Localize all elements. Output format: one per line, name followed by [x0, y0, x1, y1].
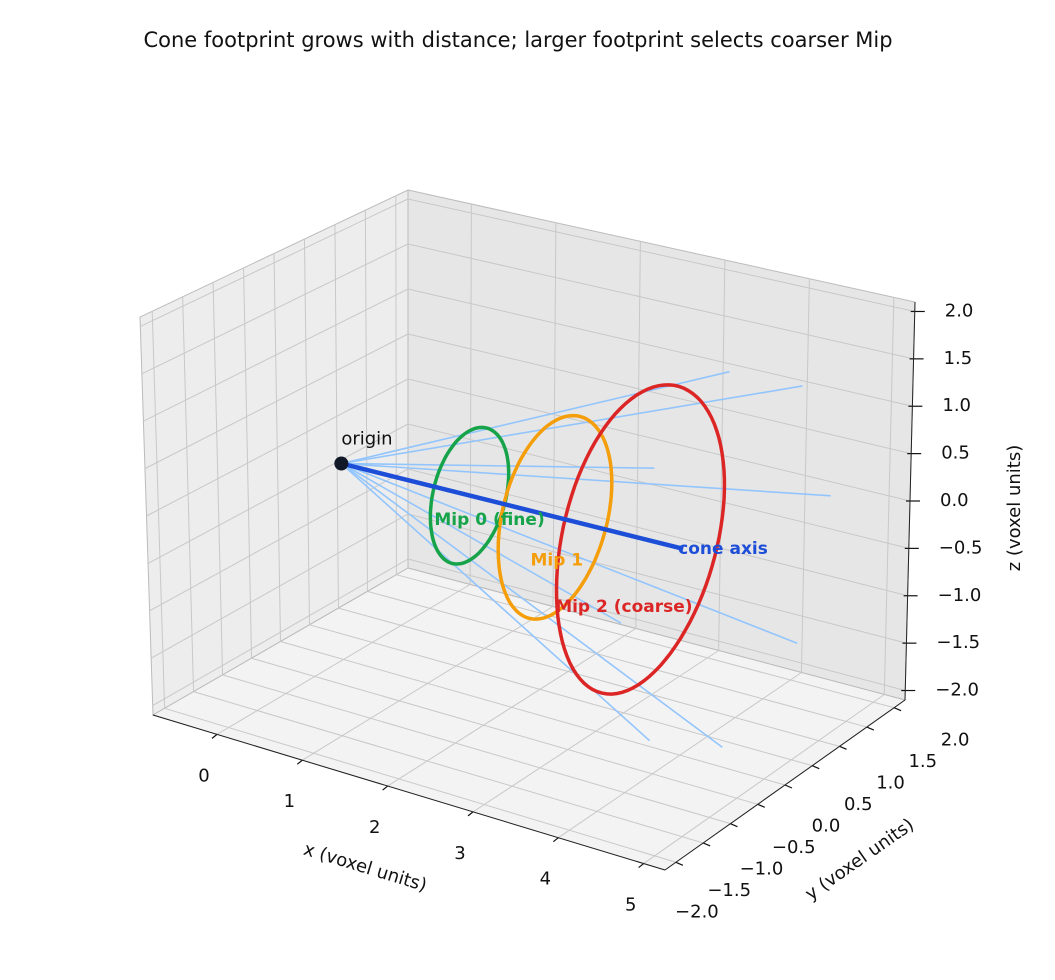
ray: [340, 462, 723, 748]
grid-line: [147, 423, 409, 564]
chart-title: Cone footprint grows with distance; larg…: [143, 28, 892, 52]
grid-line: [407, 243, 914, 360]
grid-line: [164, 707, 677, 863]
grid-line: [152, 558, 409, 706]
origin-point: [334, 456, 349, 471]
y-tick-label: 0.0: [812, 816, 841, 837]
grid-line: [193, 691, 704, 844]
axis-line: [664, 699, 906, 871]
y-tick-label: −2.0: [675, 901, 719, 922]
z-tick-label: −1.5: [936, 632, 980, 653]
axis-label: cone axis: [678, 539, 768, 559]
axis-line: [904, 301, 916, 701]
grid-line: [407, 378, 911, 502]
grid-line: [407, 198, 915, 312]
ring: [554, 383, 727, 696]
y-tick-label: −1.5: [707, 880, 751, 901]
x-tick: [467, 811, 474, 817]
grid-line: [407, 288, 913, 407]
ring-label: Mip 2 (coarse): [555, 597, 692, 617]
y-tick-label: 1.5: [908, 751, 937, 772]
grid-line: [144, 333, 409, 470]
grid-line: [280, 641, 786, 786]
x-tick-label: 5: [625, 895, 636, 916]
z-tick-label: 0.0: [940, 490, 969, 511]
grid-line: [146, 378, 409, 517]
origin-label: origin: [341, 429, 392, 450]
y-tick: [784, 784, 793, 789]
grid-line: [309, 624, 813, 767]
z-tick-label: 0.5: [941, 443, 970, 464]
x-tick-label: 1: [284, 791, 295, 812]
grid-line: [140, 198, 409, 327]
y-tick-label: 0.5: [844, 794, 873, 815]
z-tick-label: −2.0: [935, 680, 979, 701]
ring: [428, 425, 511, 566]
z-tick-label: 2.0: [945, 300, 974, 321]
x-tick-label: 0: [198, 765, 209, 786]
ray: [341, 370, 730, 465]
x-tick: [552, 837, 559, 843]
z-tick-label: −1.0: [938, 585, 982, 606]
ring-label: Mip 0 (fine): [434, 510, 544, 530]
grid-line: [407, 333, 912, 455]
grid-line: [150, 513, 409, 659]
ring: [496, 413, 614, 621]
y-tick: [812, 765, 820, 770]
y-tick-label: −0.5: [772, 837, 816, 858]
ray: [341, 462, 798, 644]
z-axis-label: z (voxel units): [1004, 445, 1025, 571]
ray: [341, 385, 803, 465]
grid-line: [143, 288, 409, 422]
y-tick-label: 2.0: [941, 730, 970, 751]
grid-line: [407, 468, 908, 597]
axis-line: [152, 714, 666, 871]
y-tick: [866, 726, 875, 731]
y-tick: [702, 842, 711, 847]
ring-label: Mip 1: [530, 551, 583, 571]
y-tick: [839, 745, 847, 750]
ray: [341, 462, 831, 497]
grid-line: [367, 590, 867, 728]
z-tick-label: 1.0: [942, 395, 971, 416]
grid-line: [141, 243, 409, 375]
x-tick: [638, 863, 645, 869]
grid-line: [222, 674, 731, 825]
y-tick: [730, 823, 738, 828]
ray: [340, 462, 651, 742]
x-axis-label: x (voxel units): [301, 839, 429, 896]
ray: [341, 462, 655, 469]
z-tick-label: 1.5: [944, 348, 973, 369]
y-tick: [757, 803, 765, 808]
y-tick-label: −1.0: [740, 858, 784, 879]
x-tick-label: 2: [369, 817, 380, 838]
grid-line: [251, 657, 758, 805]
grid-line: [149, 468, 409, 612]
grid-line: [407, 423, 909, 549]
x-tick-label: 4: [540, 869, 551, 890]
x-tick-label: 3: [454, 843, 465, 864]
y-tick: [893, 707, 902, 712]
z-tick-label: −0.5: [939, 537, 983, 558]
x-tick: [211, 733, 218, 739]
grid-line: [338, 607, 840, 747]
y-tick: [675, 861, 684, 866]
y-tick-label: 1.0: [876, 773, 905, 794]
cone-axis: [340, 461, 684, 551]
x-tick: [382, 785, 389, 791]
grid-line: [396, 574, 895, 709]
grid-line: [407, 558, 906, 692]
x-tick: [296, 759, 303, 765]
